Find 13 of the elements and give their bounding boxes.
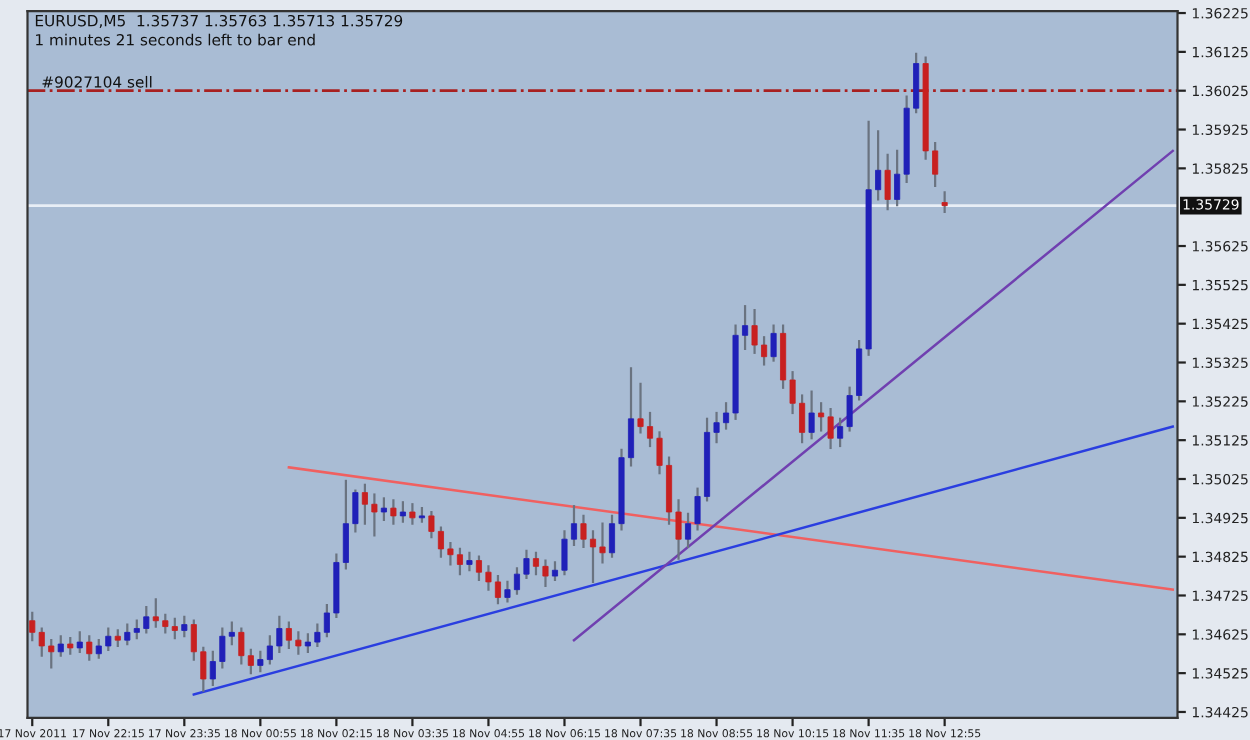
candlestick bbox=[466, 551, 473, 572]
candlestick bbox=[399, 501, 406, 523]
candlestick bbox=[57, 635, 64, 657]
candlestick bbox=[884, 153, 891, 211]
candlestick bbox=[86, 635, 93, 661]
candlestick bbox=[181, 615, 188, 638]
candlestick bbox=[941, 191, 948, 213]
candlestick bbox=[808, 390, 815, 440]
candlestick bbox=[76, 631, 83, 653]
candlestick bbox=[390, 499, 397, 525]
candlestick bbox=[409, 503, 416, 525]
candlestick bbox=[770, 324, 777, 362]
candlestick bbox=[380, 497, 387, 521]
